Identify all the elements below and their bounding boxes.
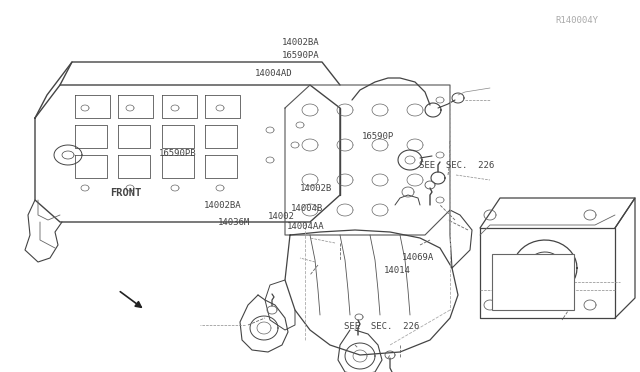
Text: SEE  SEC.  226: SEE SEC. 226 bbox=[344, 322, 420, 331]
Text: R140004Y: R140004Y bbox=[556, 16, 598, 25]
Text: 14004B: 14004B bbox=[291, 204, 323, 213]
Text: 14004AD: 14004AD bbox=[255, 69, 292, 78]
Text: 16590PB: 16590PB bbox=[159, 149, 196, 158]
Text: SEE  SEC.  226: SEE SEC. 226 bbox=[419, 161, 495, 170]
Text: 14004AA: 14004AA bbox=[287, 222, 324, 231]
Text: 14014: 14014 bbox=[384, 266, 411, 275]
Text: 16590PA: 16590PA bbox=[282, 51, 319, 60]
Bar bbox=[492, 254, 574, 310]
Text: FRONT: FRONT bbox=[110, 189, 141, 198]
Text: 14036M: 14036M bbox=[218, 218, 250, 227]
Text: 14002: 14002 bbox=[268, 212, 294, 221]
Text: 16590P: 16590P bbox=[362, 132, 394, 141]
Text: 14002BA: 14002BA bbox=[282, 38, 319, 47]
Text: 14002B: 14002B bbox=[300, 185, 332, 193]
Text: 14002BA: 14002BA bbox=[204, 201, 241, 210]
Text: 14069A: 14069A bbox=[402, 253, 434, 262]
